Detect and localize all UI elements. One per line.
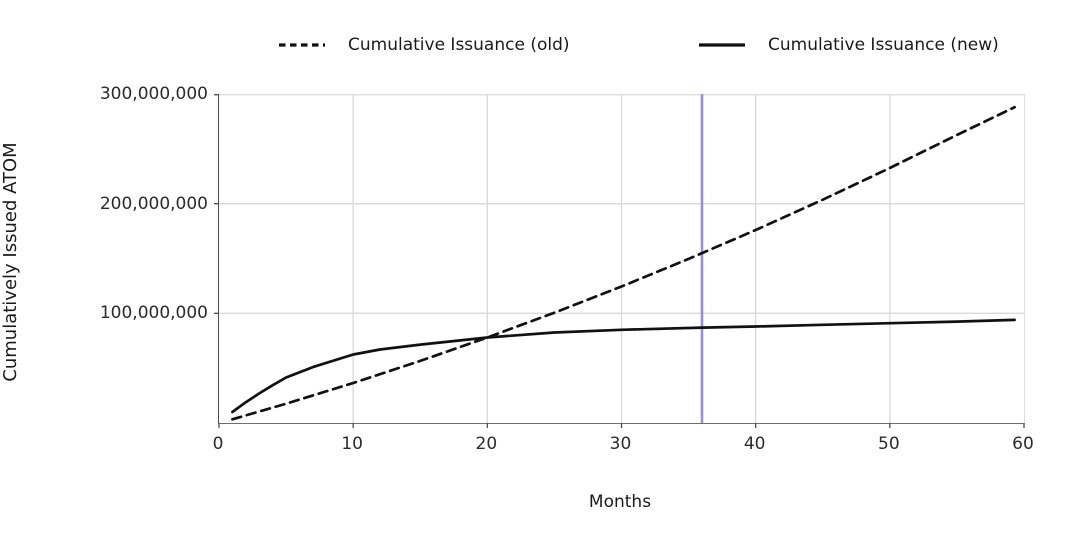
series-new — [231, 318, 1016, 414]
legend-label-old: Cumulative Issuance (old) — [348, 35, 570, 55]
legend-label-new: Cumulative Issuance (new) — [768, 35, 999, 55]
x-tick-label: 20 — [475, 434, 498, 454]
x-tick-label: 60 — [1012, 434, 1034, 454]
x-tick-label: 30 — [609, 434, 632, 454]
legend-item-new: Cumulative Issuance (new) — [698, 34, 999, 56]
y-axis-title: Cumulatively Issued ATOM — [0, 142, 21, 382]
y-tick-label: 100,000,000 — [99, 303, 208, 324]
x-tick-label: 50 — [878, 434, 900, 454]
x-tick-label: 40 — [743, 434, 766, 454]
plot-canvas — [214, 94, 1025, 428]
solid-line-swatch — [699, 43, 745, 47]
x-tick-label: 0 — [212, 434, 224, 454]
x-axis-title: Months — [588, 492, 652, 512]
series-old — [231, 105, 1016, 421]
y-tick-label: 300,000,000 — [99, 84, 208, 104]
legend-item-old: Cumulative Issuance (old) — [278, 34, 570, 56]
plot-area — [214, 94, 1025, 428]
x-tick-label: 10 — [341, 434, 363, 454]
y-tick-label: 200,000,000 — [99, 193, 208, 214]
dashed-line-swatch — [279, 43, 325, 47]
